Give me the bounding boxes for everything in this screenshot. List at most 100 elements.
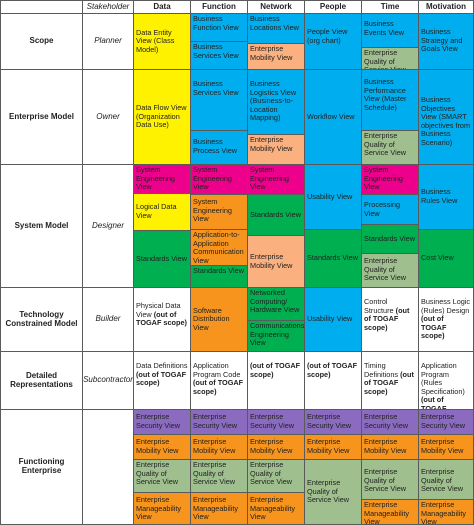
stakeholder-planner: Planner [82, 13, 134, 70]
cell-business-locations-view: Business Locations View [247, 13, 305, 44]
row-label-functioning-enterprise: Functioning Enterprise [0, 409, 83, 525]
cell-enterprise-mobility-view: Enterprise Mobility View [247, 235, 305, 288]
cell-enterprise-manageability-view: Enterprise Manageability View [418, 499, 474, 525]
cell-business-objectives-view: Business Objectives View (SMART objectiv… [418, 69, 474, 165]
cell-business-strategy-view: Business Strategy and Goals View [418, 13, 474, 70]
cell-application-program-rules: Application Program (Rules Specification… [418, 351, 474, 410]
out-of-scope-note: (out of TOGAF scope) [364, 369, 414, 396]
cell-enterprise-mobility-view: Enterprise Mobility View [190, 434, 248, 460]
cell-system-engineering-view: System Engineering View [361, 164, 419, 195]
cell-enterprise-security-view: Enterprise Security View [190, 409, 248, 435]
cell-enterprise-mobility-view: Enterprise Mobility View [247, 134, 305, 165]
row-label-system-model: System Model [0, 164, 83, 288]
cell-enterprise-security-view: Enterprise Security View [133, 409, 191, 435]
header-motivation: Motivation [418, 0, 474, 14]
cell-system-engineering-view: System Engineering View [247, 164, 305, 195]
cell-application-program-code: Application Program Code (out of TOGAF s… [190, 351, 248, 410]
out-of-scope-note: (out of TOGAF scope) [193, 378, 244, 396]
cell-data-flow-view: Data Flow View (Organization Data Use) [133, 69, 191, 165]
cell-standards-view: Standards View [361, 224, 419, 254]
cell-business-process-view: Business Process View [190, 130, 248, 165]
header-network: Network [247, 0, 305, 14]
cell-cost-view: Cost View [418, 229, 474, 288]
cell-system-engineering-view: System Engineering View [133, 164, 191, 194]
cell-workflow-view: Workflow View [304, 69, 362, 165]
stakeholder-none [82, 409, 134, 525]
out-of-scope-note: (out of TOGAF scope) [136, 369, 187, 388]
cell-enterprise-mobility-view: Enterprise Mobility View [247, 434, 305, 460]
cell-enterprise-qos-view: Enterprise Quality of Service View [361, 47, 419, 70]
cell-business-function-view: Business Function View [190, 13, 248, 42]
header-data: Data [133, 0, 191, 14]
cell-data-definitions: Data Definitions (out of TOGAF scope) [133, 351, 191, 410]
cell-enterprise-manageability-view: Enterprise Manageability View [190, 492, 248, 525]
cell-timing-definitions: Timing Definitions (out of TOGAF scope) [361, 351, 419, 410]
out-of-scope-note: (out of TOGAF scope) [421, 314, 447, 341]
out-of-scope-note: (out of TOGAF scope) [136, 309, 187, 328]
cell-logical-data-view: Logical Data View [133, 193, 191, 231]
cell-physical-data-view: Physical Data View (out of TOGAF scope) [133, 287, 191, 352]
header-stakeholder: Stakeholder [82, 0, 134, 14]
physical-data-label: Physical Data View (out of TOGAF scope) [136, 301, 187, 328]
cell-business-services-view: Business Services View [190, 41, 248, 70]
stakeholder-subcontractor: Subcontractor [82, 351, 134, 410]
cell-enterprise-security-view: Enterprise Security View [247, 409, 305, 435]
cell-enterprise-security-view: Enterprise Security View [361, 409, 419, 435]
cell-standards-view: Standards View [247, 194, 305, 236]
header-time: Time [361, 0, 419, 14]
cell-business-logistics-view: Business Logistics View (Business-to-Loc… [247, 69, 305, 135]
cell-people-view: People View (org chart) [304, 13, 362, 70]
stakeholder-owner: Owner [82, 69, 134, 165]
cell-enterprise-mobility-view: Enterprise Mobility View [418, 434, 474, 460]
cell-standards-view: Standards View [133, 230, 191, 288]
cell-processing-view: Processing View [361, 194, 419, 225]
cell-control-structure: Control Structure (out of TOGAF scope) [361, 287, 419, 352]
out-of-scope-note: (out of TOGAF scope) [421, 395, 447, 410]
row-label-enterprise-model: Enterprise Model [0, 69, 83, 165]
cell-people-out-of-scope: (out of TOGAF scope) [304, 351, 362, 410]
cell-standards-view: Standards View [304, 229, 362, 288]
cell-enterprise-qos-view: Enterprise Quality of Service View [418, 459, 474, 500]
header-function: Function [190, 0, 248, 14]
cell-standards-view: Standards View [190, 265, 248, 288]
cell-enterprise-qos-view: Enterprise Quality of Service View [190, 459, 248, 493]
stakeholder-designer: Designer [82, 164, 134, 288]
cell-app-to-app-communication-view: Application-to-Application Communication… [190, 229, 248, 266]
row-label-detailed-representations: Detailed Representations [0, 351, 83, 410]
cell-enterprise-qos-view: Enterprise Quality of Service View [247, 459, 305, 493]
cell-networked-computing-view: Networked Computing/ Hardware View [247, 287, 305, 321]
cell-enterprise-manageability-view: Enterprise Manageability View [361, 499, 419, 525]
cell-business-logic-design: Business Logic (Rules) Design (out of TO… [418, 287, 474, 352]
cell-system-engineering-view: System Engineering View [190, 194, 248, 230]
cell-enterprise-manageability-view: Enterprise Manageability View [133, 492, 191, 525]
out-of-scope-note: (out of TOGAF scope) [364, 305, 410, 332]
cell-usability-view: Usability View [304, 287, 362, 352]
cell-enterprise-qos-view: Enterprise Quality of Service View [361, 253, 419, 288]
cell-business-performance-view: Business Performance View (Master Schedu… [361, 69, 419, 131]
cell-software-distribution-view: Software Distribution View [190, 287, 248, 352]
cell-enterprise-security-view: Enterprise Security View [418, 409, 474, 435]
stakeholder-builder: Builder [82, 287, 134, 352]
cell-enterprise-qos-view: Enterprise Quality of Service View [361, 130, 419, 165]
cell-enterprise-security-view: Enterprise Security View [304, 409, 362, 435]
cell-enterprise-mobility-view: Enterprise Mobility View [247, 43, 305, 70]
cell-enterprise-qos-view: Enterprise Quality of Service View [304, 459, 362, 525]
cell-enterprise-mobility-view: Enterprise Mobility View [304, 434, 362, 460]
cell-business-events-view: Business Events View [361, 13, 419, 48]
cell-business-services-view: Business Services View [190, 69, 248, 131]
cell-enterprise-mobility-view: Enterprise Mobility View [361, 434, 419, 460]
row-label-technology-constrained-model: Technology Constrained Model [0, 287, 83, 352]
cell-enterprise-manageability-view: Enterprise Manageability View [247, 492, 305, 525]
cell-enterprise-qos-view: Enterprise Quality of Service View [361, 459, 419, 500]
header-corner [0, 0, 83, 14]
cell-business-rules-view: Business Rules View [418, 164, 474, 230]
cell-system-engineering-view: System Engineering View [190, 164, 248, 195]
cell-enterprise-qos-view: Enterprise Quality of Service View [133, 459, 191, 493]
header-people: People [304, 0, 362, 14]
cell-communications-engineering-view: Communications Engineering View [247, 320, 305, 352]
cell-enterprise-mobility-view: Enterprise Mobility View [133, 434, 191, 460]
row-label-scope: Scope [0, 13, 83, 70]
cell-network-out-of-scope: (out of TOGAF scope) [247, 351, 305, 410]
cell-usability-view: Usability View [304, 164, 362, 230]
